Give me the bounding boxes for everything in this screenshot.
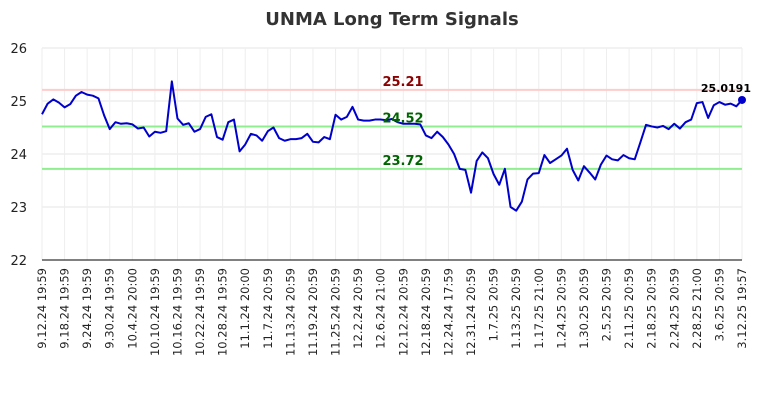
x-tick-label: 12.6.24 21:00 [374, 268, 388, 349]
x-tick-label: 12.2.24 20:59 [351, 268, 365, 349]
x-tick-label: 9.18.24 19:59 [58, 268, 72, 349]
reference-line-label: 23.72 [382, 154, 423, 169]
y-tick-label: 25 [10, 95, 27, 110]
x-tick-label: 1.13.25 20:59 [509, 268, 523, 349]
y-tick-label: 23 [10, 201, 27, 216]
x-tick-label: 1.30.25 20:59 [577, 268, 591, 349]
x-tick-label: 2.18.25 20:59 [645, 268, 659, 349]
x-tick-label: 9.12.24 19:59 [35, 268, 49, 349]
reference-line-label: 25.21 [382, 75, 423, 90]
x-tick-label: 11.7.24 20:59 [261, 268, 275, 349]
x-tick-label: 10.16.24 19:59 [170, 268, 184, 356]
x-tick-label: 3.12.25 19:57 [735, 268, 749, 349]
y-tick-label: 26 [10, 42, 27, 57]
x-tick-label: 9.30.24 19:59 [103, 268, 117, 349]
x-tick-label: 2.24.25 20:59 [667, 268, 681, 349]
x-tick-label: 11.1.24 20:00 [238, 268, 252, 349]
x-tick-label: 2.5.25 20:59 [600, 268, 614, 341]
reference-line-label: 24.52 [382, 111, 423, 126]
y-tick-label: 22 [10, 254, 27, 269]
x-tick-label: 12.18.24 20:59 [419, 268, 433, 356]
x-tick-label: 12.24.24 17:59 [441, 268, 455, 356]
last-value-label: 25.0191 [701, 82, 751, 95]
x-tick-label: 10.4.24 20:00 [125, 268, 139, 349]
x-tick-label: 1.7.25 20:59 [487, 268, 501, 341]
last-point-marker [738, 95, 746, 104]
x-tick-label: 12.12.24 20:59 [396, 268, 410, 356]
y-tick-label: 24 [10, 148, 27, 163]
x-tick-label: 9.24.24 19:59 [80, 268, 94, 349]
x-tick-label: 11.13.24 20:59 [283, 268, 297, 356]
x-tick-label: 11.19.24 20:59 [306, 268, 320, 356]
x-tick-label: 10.10.24 19:59 [148, 268, 162, 356]
x-tick-label: 10.22.24 19:59 [193, 268, 207, 356]
x-tick-label: 12.31.24 20:59 [464, 268, 478, 356]
x-tick-label: 1.24.25 20:59 [554, 268, 568, 349]
x-tick-label: 1.17.25 21:00 [532, 268, 546, 349]
x-tick-label: 2.11.25 20:59 [622, 268, 636, 349]
series-line [41, 80, 743, 212]
x-tick-label: 10.28.24 19:59 [216, 268, 230, 356]
x-tick-label: 2.28.25 21:00 [690, 268, 704, 349]
x-tick-label: 3.6.25 20:59 [712, 268, 726, 341]
chart-title: UNMA Long Term Signals [265, 9, 518, 30]
x-tick-label: 11.25.24 20:59 [329, 268, 343, 356]
